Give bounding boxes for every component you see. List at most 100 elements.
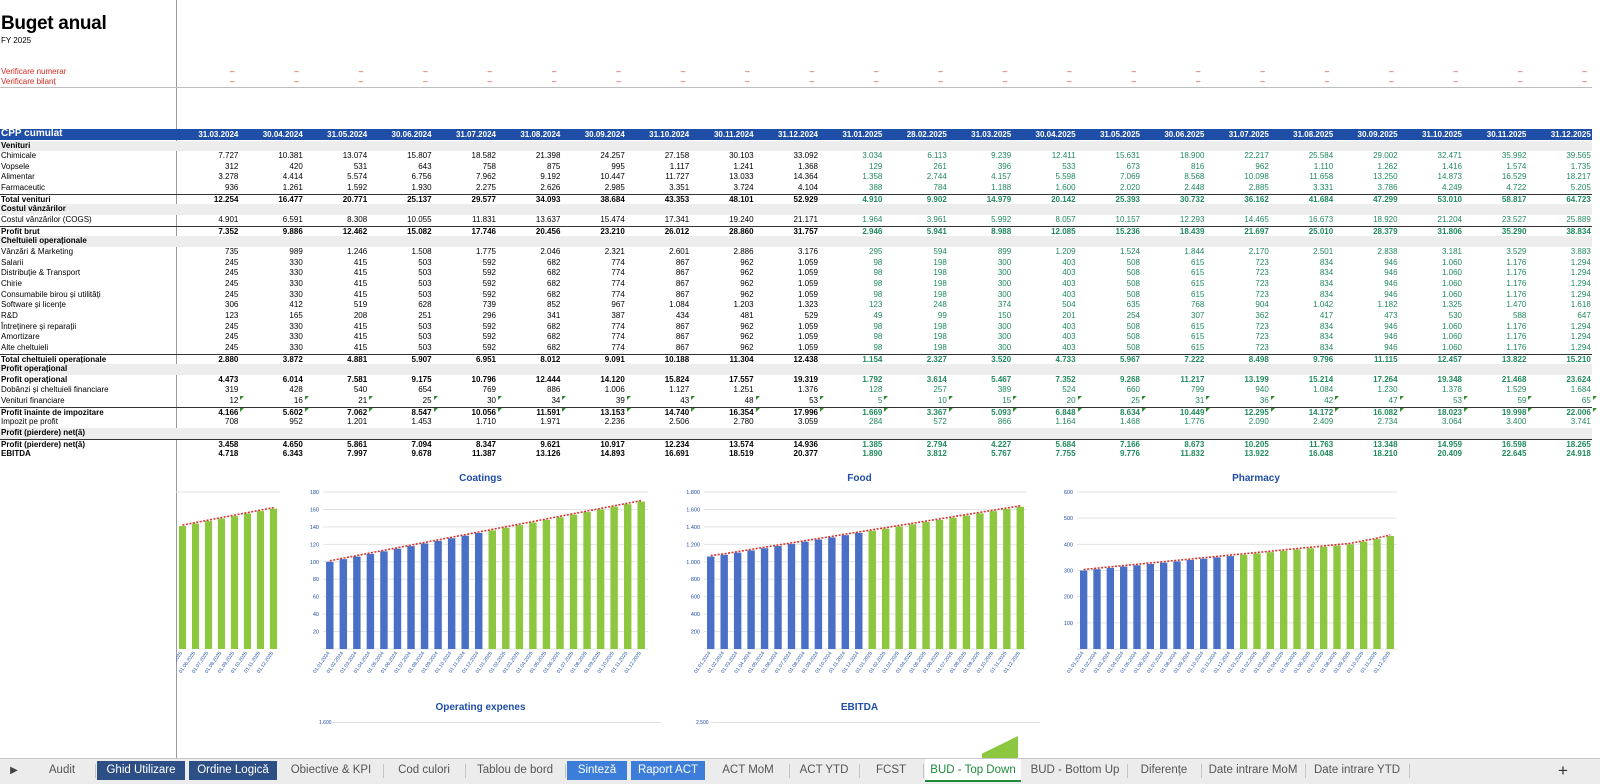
check-cell[interactable]: – [1195,77,1201,86]
table-cell[interactable]: 1.176 [1506,321,1527,331]
check-cell[interactable]: – [551,77,557,86]
comment-flag-icon[interactable] [1077,396,1082,401]
check-cell[interactable]: – [1582,67,1587,76]
comment-flag-icon[interactable] [498,407,502,412]
table-cell[interactable]: 13.250 [1373,172,1398,182]
table-cell[interactable]: 16.477 [278,194,303,204]
sheet-tab[interactable]: Diferențe [1140,764,1188,776]
row-label[interactable]: Profit înainte de impozitare [1,407,104,417]
date-header[interactable]: 31.12.2024 [777,130,818,139]
table-cell[interactable]: 1.059 [797,278,818,288]
table-cell[interactable]: 23.624 [1566,374,1591,384]
row-label[interactable]: Amortizare [1,332,40,342]
comment-flag-icon[interactable] [498,396,502,401]
table-cell[interactable]: 22.217 [1244,151,1269,161]
table-cell[interactable]: 660 [1126,385,1140,395]
table-cell[interactable]: 2.885 [1248,183,1269,193]
check-cell[interactable]: – [229,67,235,76]
table-cell[interactable]: 1.060 [1441,321,1462,331]
table-cell[interactable]: 15.824 [664,374,690,384]
table-cell[interactable]: 11.831 [472,215,496,225]
table-cell[interactable]: 1.323 [797,300,818,310]
table-cell[interactable]: 15.082 [407,226,432,236]
table-cell[interactable]: 508 [1126,268,1140,278]
table-cell[interactable]: 403 [1062,278,1076,288]
table-cell[interactable]: 330 [289,332,303,342]
table-cell[interactable]: 198 [933,257,947,267]
table-cell[interactable]: 22.645 [1501,449,1527,459]
table-cell[interactable]: 403 [1062,289,1076,299]
table-cell[interactable]: 12.438 [793,354,818,364]
row-label[interactable]: Alimentar [1,172,35,182]
table-cell[interactable]: 58.817 [1501,194,1527,204]
check-cell[interactable]: – [551,67,557,76]
row-label[interactable]: Profit operațional [1,364,68,374]
table-cell[interactable]: 4.249 [1441,183,1462,193]
table-cell[interactable]: 128 [869,385,883,395]
table-cell[interactable]: 123 [869,300,883,310]
table-cell[interactable]: 592 [482,321,496,331]
table-cell[interactable]: 1.060 [1441,342,1462,352]
table-cell[interactable]: 38.684 [600,194,625,204]
check-cell[interactable]: – [938,77,943,86]
table-cell[interactable]: 946 [1384,289,1398,299]
comment-flag-icon[interactable] [369,396,374,401]
table-cell[interactable]: 10 [937,396,947,406]
comment-flag-icon[interactable] [626,396,631,401]
table-cell[interactable]: 319 [225,385,239,395]
table-cell[interactable]: 852 [547,300,561,310]
table-cell[interactable]: 4.733 [1055,354,1076,364]
comment-flag-icon[interactable] [755,407,760,412]
date-header[interactable]: 31.10.2025 [1421,130,1462,139]
table-cell[interactable]: 4.414 [282,172,303,182]
table-cell[interactable]: 2.448 [1184,183,1205,193]
table-cell[interactable]: 1.060 [1441,332,1462,342]
table-cell[interactable]: 9.886 [282,226,303,236]
table-cell[interactable]: 53 [809,396,818,406]
check-cell[interactable]: – [1002,67,1008,76]
table-cell[interactable]: 284 [869,417,883,427]
comment-flag-icon[interactable] [1077,407,1082,412]
table-cell[interactable]: 25.889 [1566,215,1591,225]
table-cell[interactable]: 1.416 [1441,161,1462,171]
table-cell[interactable]: 4.881 [347,354,368,364]
table-cell[interactable]: 7.222 [1184,354,1205,364]
comment-flag-icon[interactable] [304,407,309,412]
table-cell[interactable]: 1.358 [862,172,883,182]
table-cell[interactable]: 6.848 [1055,407,1076,417]
table-cell[interactable]: 1.176 [1506,257,1527,267]
date-header[interactable]: 30.04.2025 [1035,130,1076,139]
table-cell[interactable]: 47 [1388,396,1398,406]
table-cell[interactable]: 1.262 [1377,161,1398,171]
date-header[interactable]: 31.07.2025 [1228,130,1269,139]
table-cell[interactable]: 1.176 [1506,268,1527,278]
table-cell[interactable]: 10.449 [1179,407,1205,417]
table-cell[interactable]: 588 [1513,310,1527,320]
table-cell[interactable]: 3.883 [1570,247,1591,256]
table-cell[interactable]: 867 [675,278,690,288]
table-cell[interactable]: 42 [1324,396,1334,406]
table-cell[interactable]: 962 [1255,161,1269,171]
table-cell[interactable]: 989 [289,247,303,256]
table-cell[interactable]: 3.059 [797,417,818,427]
table-cell[interactable]: 774 [611,289,625,299]
comment-flag-icon[interactable] [1399,396,1404,401]
comment-flag-icon[interactable] [884,396,889,401]
table-cell[interactable]: 1.042 [1313,300,1334,310]
table-cell[interactable]: 9.796 [1313,354,1334,364]
table-cell[interactable]: 8.012 [540,354,561,364]
table-cell[interactable]: 18.217 [1566,172,1591,182]
table-cell[interactable]: 774 [611,332,625,342]
date-header[interactable]: 31.01.2025 [842,130,883,139]
table-cell[interactable]: 2.321 [604,247,625,256]
table-cell[interactable]: 1.201 [347,417,368,427]
table-cell[interactable]: 1.059 [797,342,818,352]
check-cell[interactable]: – [487,67,492,76]
table-cell[interactable]: 615 [1191,257,1205,267]
table-cell[interactable]: 1.182 [1377,300,1398,310]
table-cell[interactable]: 48.101 [729,194,754,204]
check-cell[interactable]: – [1002,77,1008,86]
table-cell[interactable]: 2.501 [1313,247,1334,256]
table-cell[interactable]: 1.059 [797,268,818,278]
table-cell[interactable]: 11.832 [1180,449,1205,459]
